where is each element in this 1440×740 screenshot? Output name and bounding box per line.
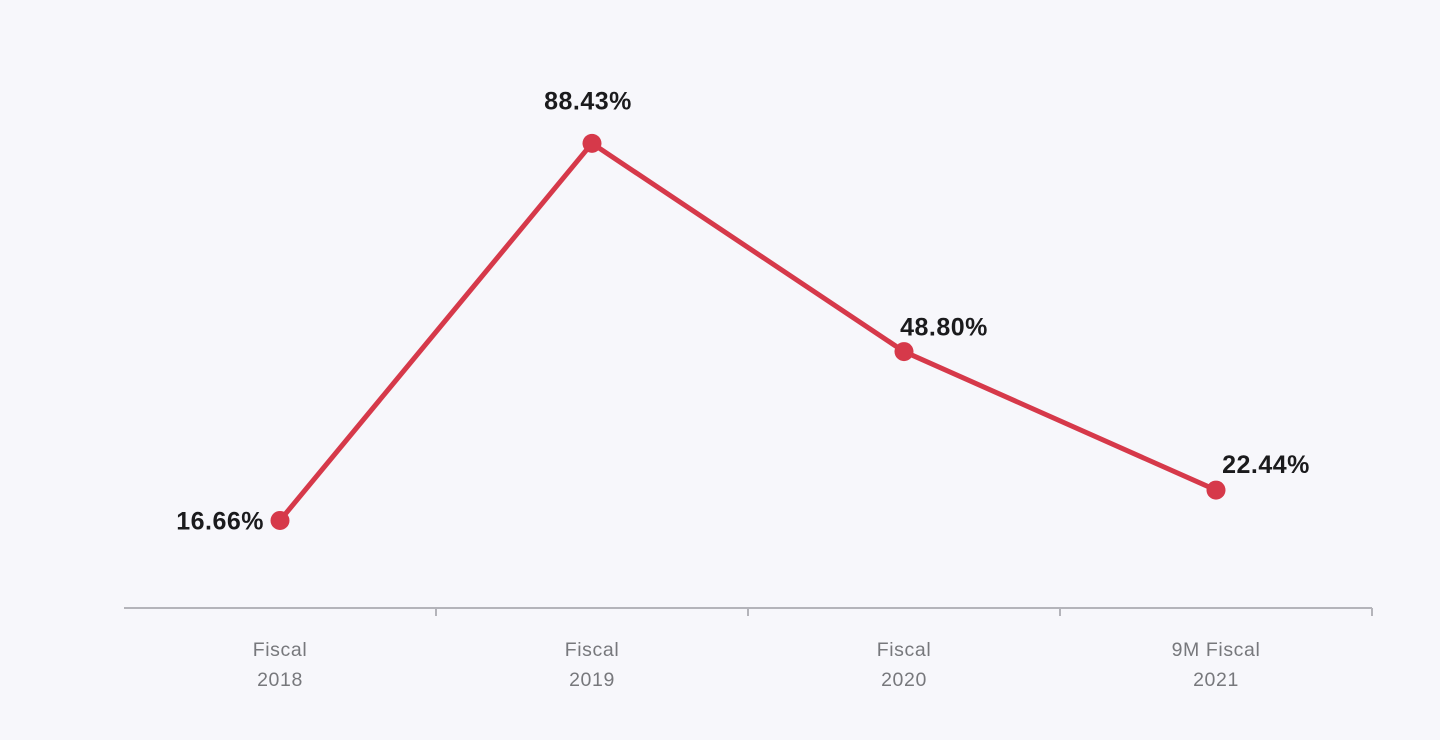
data-point [270, 510, 290, 530]
data-point [1206, 480, 1226, 500]
data-point-label: 88.43% [544, 87, 632, 115]
x-axis-label: Fiscal 2019 [565, 639, 620, 691]
data-point-label: 22.44% [1222, 451, 1310, 479]
x-axis-label-line1: Fiscal [877, 639, 932, 661]
x-axis-label: Fiscal 2020 [877, 639, 932, 691]
x-axis-label-line2: 2020 [881, 669, 927, 691]
data-point-label: 16.66% [176, 507, 264, 535]
data-point [894, 342, 914, 362]
data-point-label: 48.80% [900, 314, 988, 342]
x-axis-label-line2: 2018 [257, 669, 303, 691]
x-axis-label-line2: 2019 [569, 669, 615, 691]
x-axis-label: Fiscal 2018 [253, 639, 308, 691]
x-axis-label: 9M Fiscal 2021 [1172, 639, 1261, 691]
x-axis-label-line2: 2021 [1193, 669, 1239, 691]
x-axis-label-line1: Fiscal [253, 639, 308, 661]
x-axis-label-line1: Fiscal [565, 639, 620, 661]
x-axis-label-line1: 9M Fiscal [1172, 639, 1261, 661]
data-point [582, 133, 602, 153]
data-series-line [277, 140, 1219, 523]
